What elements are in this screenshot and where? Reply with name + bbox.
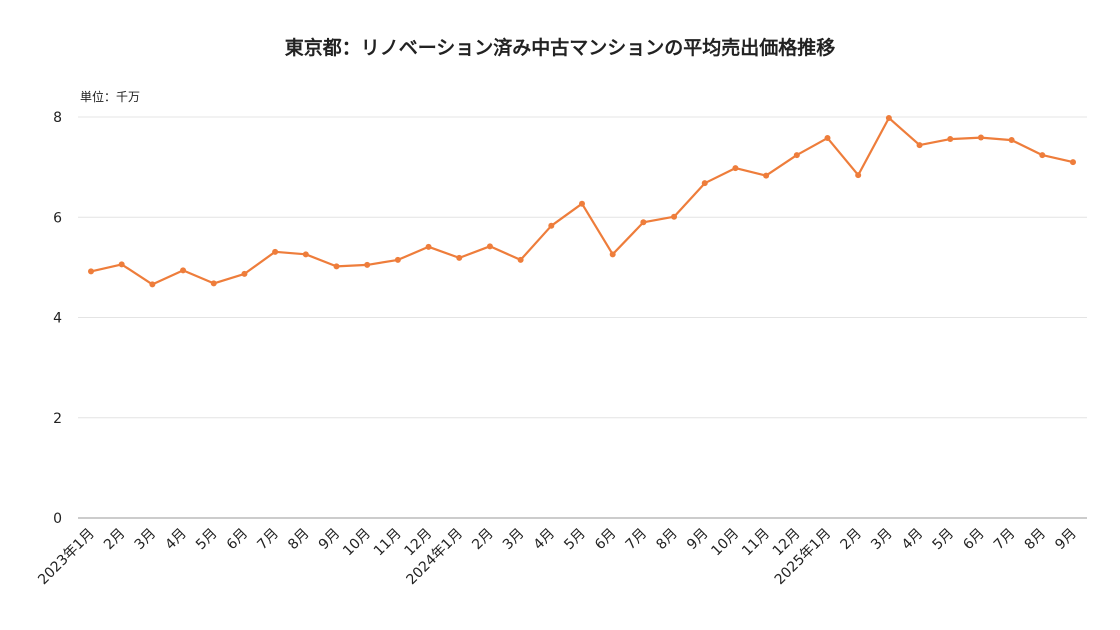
x-tick-label: 3月 bbox=[500, 526, 528, 554]
data-point bbox=[425, 243, 432, 250]
data-point bbox=[1039, 152, 1046, 159]
y-tick-label: 2 bbox=[53, 411, 62, 427]
x-tick-label: 7月 bbox=[623, 526, 651, 554]
data-point bbox=[701, 180, 708, 187]
y-tick-label: 6 bbox=[53, 210, 62, 226]
data-point bbox=[1070, 159, 1076, 166]
y-tick-label: 4 bbox=[53, 311, 62, 327]
data-point bbox=[885, 115, 892, 122]
y-axis-ticks: 0 2 4 6 8 bbox=[53, 110, 62, 527]
data-point bbox=[1008, 137, 1015, 144]
data-point bbox=[793, 152, 800, 159]
data-point bbox=[241, 270, 248, 277]
x-tick-label: 6月 bbox=[960, 526, 988, 554]
x-tick-label: 9月 bbox=[1052, 526, 1080, 554]
x-tick-label: 10月 bbox=[340, 526, 374, 560]
x-tick-label: 5月 bbox=[930, 526, 958, 554]
x-tick-label: 4月 bbox=[899, 526, 927, 554]
data-point bbox=[456, 254, 463, 261]
data-point bbox=[824, 135, 831, 142]
series-layer bbox=[88, 115, 1076, 288]
data-point bbox=[180, 267, 187, 274]
data-point bbox=[118, 261, 125, 268]
x-tick-label: 8月 bbox=[285, 526, 313, 554]
x-tick-label: 4月 bbox=[531, 526, 559, 554]
x-tick-label: 3月 bbox=[132, 526, 160, 554]
data-point bbox=[486, 243, 493, 250]
x-tick-label: 5月 bbox=[561, 526, 589, 554]
x-tick-label: 5月 bbox=[193, 526, 221, 554]
x-tick-label: 11月 bbox=[371, 526, 405, 560]
x-tick-label: 10月 bbox=[708, 526, 742, 560]
data-point bbox=[609, 251, 616, 258]
x-tick-label: 4月 bbox=[162, 526, 190, 554]
data-point bbox=[88, 268, 94, 275]
data-point bbox=[364, 261, 371, 268]
data-point bbox=[548, 222, 555, 229]
data-point bbox=[517, 256, 524, 263]
grid-layer bbox=[78, 116, 1087, 519]
data-point bbox=[855, 172, 862, 179]
data-point bbox=[640, 219, 647, 226]
data-point bbox=[394, 256, 401, 263]
data-point bbox=[763, 172, 770, 179]
data-point bbox=[916, 142, 923, 149]
data-point bbox=[732, 165, 739, 172]
data-point bbox=[210, 280, 217, 287]
data-point bbox=[272, 248, 279, 255]
x-tick-label: 2月 bbox=[469, 526, 497, 554]
x-tick-label: 2月 bbox=[101, 526, 129, 554]
x-tick-label: 7月 bbox=[991, 526, 1019, 554]
x-tick-label: 8月 bbox=[653, 526, 681, 554]
x-tick-label: 2023年1月 bbox=[35, 526, 98, 589]
x-tick-label: 9月 bbox=[684, 526, 712, 554]
x-tick-label: 11月 bbox=[739, 526, 773, 560]
data-point bbox=[149, 281, 156, 288]
y-tick-label: 0 bbox=[53, 511, 62, 527]
data-point bbox=[302, 251, 309, 258]
x-tick-label: 8月 bbox=[1022, 526, 1050, 554]
x-tick-label: 6月 bbox=[224, 526, 252, 554]
x-tick-label: 3月 bbox=[868, 526, 896, 554]
chart-title: 東京都：リノベーション済み中古マンションの平均売出価格推移 bbox=[284, 37, 836, 59]
x-tick-label: 7月 bbox=[254, 526, 282, 554]
data-point bbox=[671, 213, 678, 220]
data-point bbox=[947, 136, 954, 143]
x-tick-label: 9月 bbox=[316, 526, 344, 554]
data-point bbox=[579, 200, 585, 207]
data-point bbox=[977, 134, 984, 141]
unit-label: 単位：千万 bbox=[80, 90, 141, 104]
x-tick-label: 6月 bbox=[592, 526, 620, 554]
data-point bbox=[333, 263, 340, 270]
y-tick-label: 8 bbox=[53, 110, 62, 126]
x-tick-label: 2月 bbox=[837, 526, 865, 554]
